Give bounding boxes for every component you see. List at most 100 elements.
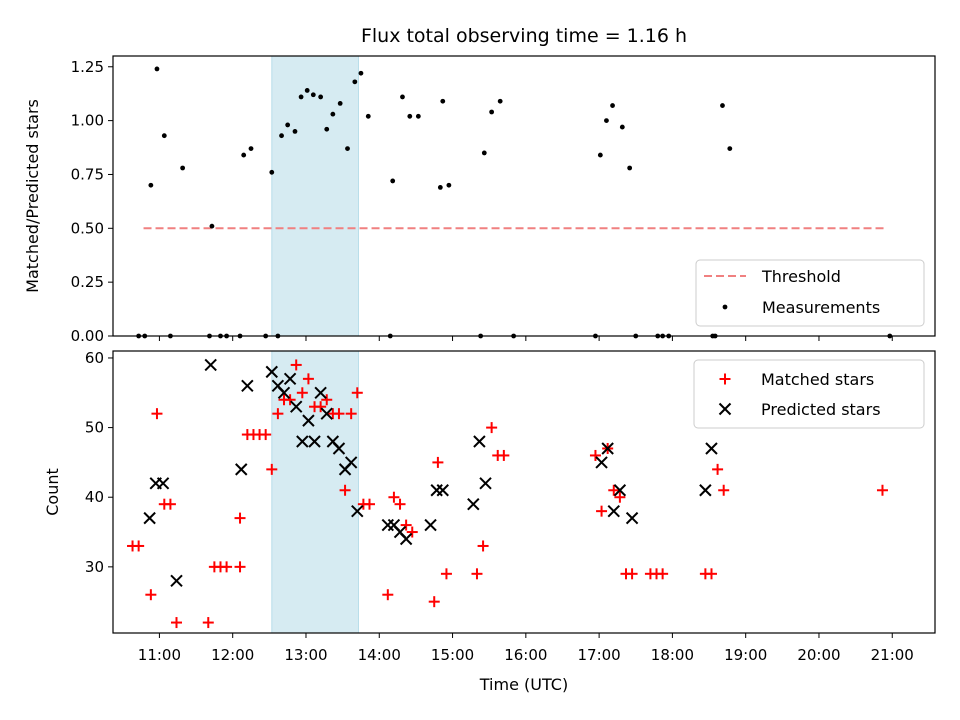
matched-point-21 (290, 359, 302, 371)
matched-point-53 (626, 568, 638, 580)
predicted-point-2 (156, 477, 170, 490)
measurement-point-27 (345, 146, 350, 152)
measurement-point-6 (180, 165, 186, 171)
matched-point-33 (363, 498, 375, 510)
measurement-point-15 (269, 169, 275, 175)
predicted-point-34 (607, 504, 620, 518)
measurement-point-18 (285, 122, 291, 128)
matched-point-35 (388, 491, 400, 503)
bottom-y-tick-label-0: 30 (85, 558, 104, 576)
measurement-point-3 (154, 66, 160, 72)
predicted-point-12 (296, 435, 309, 448)
top-y-tick-label-4: 1.00 (71, 112, 104, 130)
chart-title: Flux total observing time = 1.16 h (361, 25, 687, 47)
x-tick-label-10: 21:00 (871, 646, 914, 664)
top-y-tick-label-0: 0.00 (71, 327, 104, 345)
measurement-point-26 (337, 100, 343, 106)
predicted-point-10 (283, 372, 297, 386)
bottom-legend: Matched stars Predicted stars (693, 359, 925, 429)
predicted-point-28 (436, 484, 449, 497)
x-tick-label-2: 13:00 (284, 646, 327, 664)
legend-measurements-label: Measurements (762, 298, 880, 317)
bottom-y-axis-label: Count (43, 468, 62, 516)
predicted-point-30 (473, 435, 486, 448)
bottom-y-tick-label-2: 50 (85, 419, 104, 437)
measurement-point-38 (446, 182, 452, 188)
measurement-point-30 (365, 113, 371, 119)
matched-point-11 (234, 512, 246, 524)
matched-point-1 (133, 540, 145, 552)
matched-point-17 (266, 463, 278, 475)
bottom-y-ticks: 30 40 50 60 (85, 349, 113, 576)
predicted-point-16 (320, 407, 333, 420)
matched-point-16 (260, 429, 272, 441)
observing-window-span (271, 55, 360, 337)
matched-point-40 (432, 456, 444, 468)
matched-point-20 (284, 394, 296, 406)
matched-point-47 (589, 449, 601, 461)
measurement-point-47 (610, 103, 615, 108)
measurement-point-21 (304, 88, 310, 93)
predicted-point-27 (430, 484, 443, 497)
x-tick-label-3: 14:00 (358, 646, 401, 664)
predicted-point-9 (277, 386, 291, 399)
matched-point-7 (202, 617, 214, 629)
top-legend: Threshold Measurements (695, 259, 925, 327)
top-y-tick-label-1: 0.25 (71, 273, 104, 291)
predicted-point-20 (344, 456, 358, 469)
predicted-point-7 (265, 365, 278, 379)
predicted-point-3 (170, 574, 183, 587)
measurement-point-34 (407, 113, 413, 119)
x-tick-label-7: 18:00 (651, 646, 694, 664)
matched-point-28 (333, 408, 345, 420)
predicted-point-36 (625, 511, 639, 525)
x-axis-label: Time (UTC) (479, 675, 568, 694)
legend-threshold-label: Threshold (761, 267, 841, 286)
predicted-point-4 (204, 358, 217, 372)
x-tick-label-8: 19:00 (724, 646, 767, 664)
x-tick-label-1: 12:00 (211, 646, 254, 664)
predicted-point-22 (381, 518, 395, 532)
x-tick-label-0: 11:00 (138, 646, 181, 664)
matched-point-10 (221, 561, 233, 573)
predicted-point-33 (601, 442, 614, 455)
predicted-point-15 (314, 386, 327, 399)
measurement-point-17 (279, 133, 284, 139)
predicted-point-29 (467, 497, 480, 511)
legend-predicted-marker (718, 402, 732, 416)
matched-point-2 (145, 589, 157, 601)
matched-point-39 (428, 596, 440, 608)
measurement-point-35 (415, 113, 421, 119)
matched-point-5 (164, 498, 176, 510)
matched-point-44 (486, 422, 498, 434)
matched-point-43 (477, 540, 489, 552)
matched-point-31 (351, 387, 363, 399)
measurement-point-49 (627, 165, 633, 171)
top-legend-box (695, 259, 925, 327)
x-tick-label-9: 20:00 (797, 646, 840, 664)
predicted-point-25 (399, 532, 413, 546)
matched-point-12 (234, 561, 246, 573)
measurement-point-56 (720, 103, 725, 108)
matched-point-26 (321, 394, 333, 406)
predicted-point-38 (705, 442, 718, 455)
measurement-point-19 (292, 128, 298, 134)
predicted-point-13 (302, 414, 315, 427)
matched-point-29 (339, 484, 351, 496)
matched-point-51 (614, 491, 626, 503)
predicted-point-35 (613, 484, 627, 497)
matched-point-58 (705, 568, 717, 580)
predicted-point-31 (479, 477, 492, 490)
matched-point-25 (315, 401, 327, 413)
measurement-point-42 (497, 98, 503, 104)
matched-point-42 (471, 568, 483, 580)
legend-measurement-swatch (722, 304, 728, 310)
legend-matched-label: Matched stars (761, 370, 874, 389)
predicted-point-14 (308, 435, 321, 448)
measurement-point-37 (440, 98, 446, 104)
top-x-ticks (158, 336, 893, 341)
measurement-point-32 (390, 178, 396, 184)
measurement-point-41 (489, 109, 495, 115)
measurement-point-13 (248, 146, 254, 152)
